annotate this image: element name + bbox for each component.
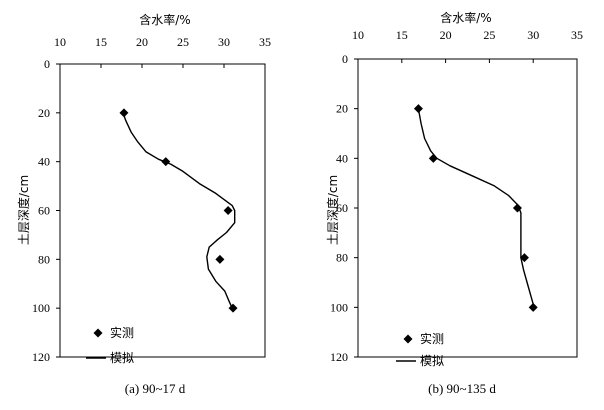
x-tick-label: 30: [527, 28, 539, 42]
data-point-measured: [215, 254, 225, 264]
y-tick-label: 60: [336, 201, 348, 215]
y-tick-label: 40: [38, 155, 50, 169]
x-tick-label: 20: [136, 35, 148, 49]
panel-caption: (b) 90~135 d: [428, 381, 496, 396]
x-tick-label: 35: [259, 35, 271, 49]
legend-marker-measured: [93, 328, 103, 338]
data-point-measured: [413, 104, 423, 114]
panel-caption: (a) 90~17 d: [125, 381, 186, 396]
y-tick-label: 120: [330, 350, 348, 364]
x-axis-title: 含水率/%: [440, 10, 491, 25]
y-tick-label: 80: [336, 251, 348, 265]
y-axis-title: 土层深度/cm: [16, 175, 31, 245]
x-tick-label: 15: [396, 28, 408, 42]
y-tick-label: 100: [32, 301, 50, 315]
x-tick-label: 20: [440, 28, 452, 42]
plot-area-frame: [357, 58, 578, 358]
x-tick-label: 10: [54, 35, 66, 49]
x-tick-label: 25: [483, 28, 495, 42]
series-line-simulated: [417, 108, 535, 308]
y-tick-label: 80: [38, 252, 50, 266]
y-tick-label: 40: [336, 151, 348, 165]
data-point-measured: [428, 153, 438, 163]
x-axis-title: 含水率/%: [139, 12, 190, 27]
legend-label-simulated: 模拟: [110, 351, 134, 365]
y-tick-label: 120: [32, 350, 50, 364]
legend-label-simulated: 模拟: [420, 354, 444, 368]
y-tick-label: 20: [38, 106, 50, 120]
data-point-measured: [161, 157, 171, 167]
x-tick-label: 25: [177, 35, 189, 49]
y-tick-label: 0: [44, 57, 50, 71]
x-tick-label: 10: [352, 28, 364, 42]
chart-panel-a: 含水率/% 10 15 20 25 30 35 0 20 40 60 80 100 120 土层深度/cm 实…: [16, 12, 271, 396]
x-tick-label: 30: [218, 35, 230, 49]
data-point-measured: [519, 253, 529, 263]
chart-panel-b: 含水率/% 10 15 20 25 30 35 0 20 40 60 80 100 120 土层深度/cm 实…: [325, 10, 583, 396]
y-tick-label: 100: [330, 300, 348, 314]
data-point-measured: [119, 108, 129, 118]
y-tick-label: 0: [342, 52, 348, 66]
x-tick-label: 35: [571, 28, 583, 42]
y-axis-title: 土层深度/cm: [325, 175, 340, 245]
y-tick-label: 60: [38, 204, 50, 218]
y-tick-label: 20: [336, 102, 348, 116]
data-point-measured: [228, 303, 238, 313]
series-line-simulated: [122, 112, 236, 309]
legend-label-measured: 实测: [420, 331, 444, 346]
x-tick-label: 15: [95, 35, 107, 49]
legend-marker-measured: [403, 334, 413, 344]
legend-label-measured: 实测: [110, 325, 134, 340]
data-point-measured: [528, 302, 538, 312]
data-point-measured: [223, 206, 233, 215]
data-point-measured: [512, 203, 522, 213]
